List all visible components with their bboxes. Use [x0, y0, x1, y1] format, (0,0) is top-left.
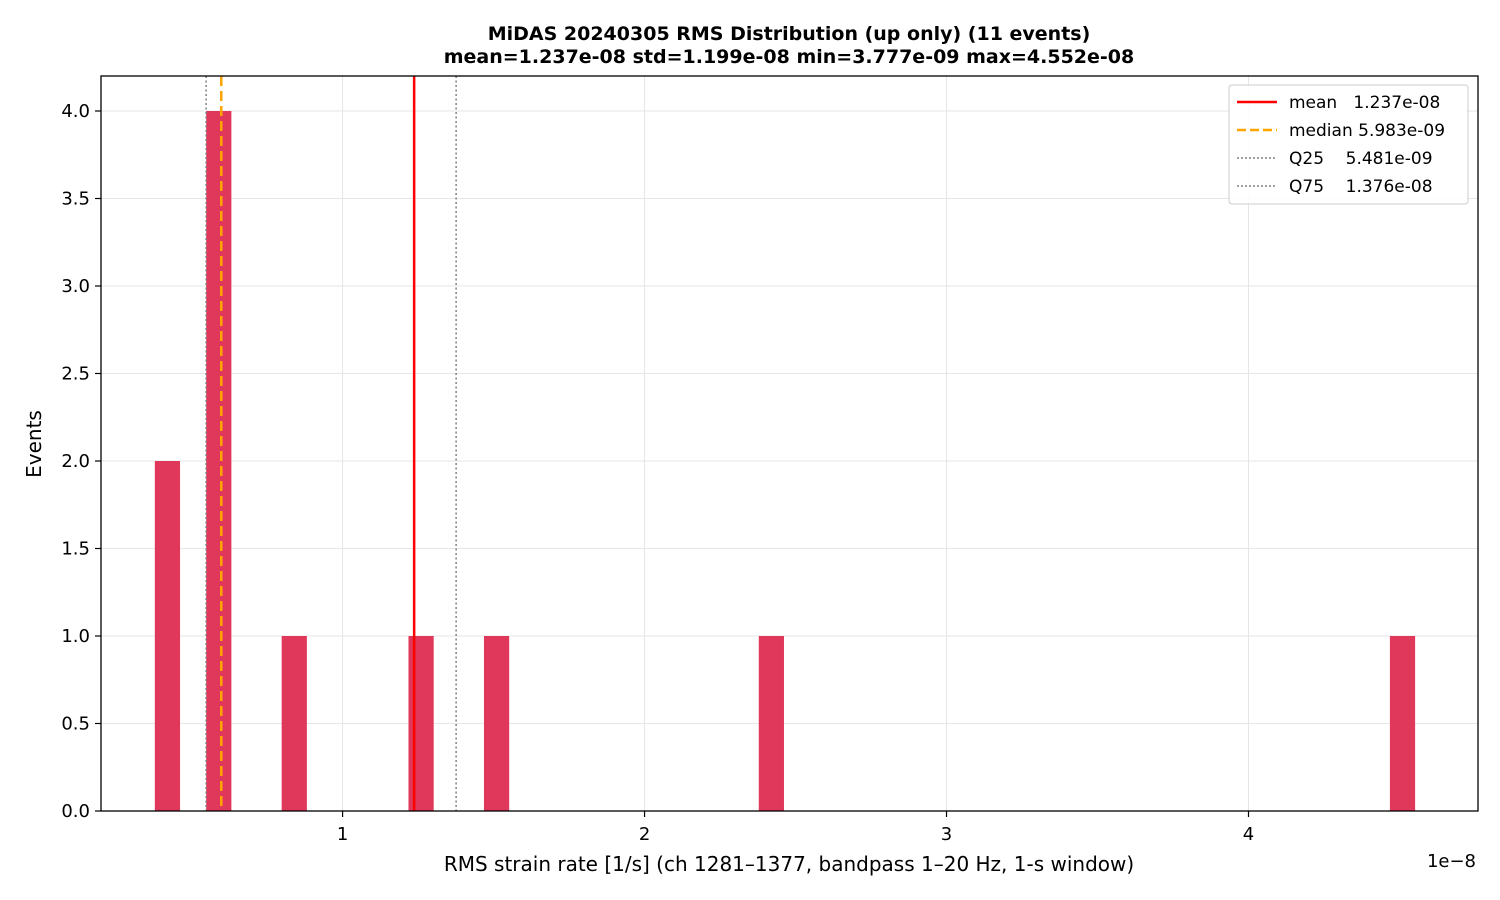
y-tick-label: 0.5: [61, 714, 90, 735]
histogram-bar: [154, 461, 181, 811]
legend-entry-q75: Q75 1.376e-08: [1289, 177, 1433, 197]
x-axis-label: RMS strain rate [1/s] (ch 1281–1377, ban…: [444, 852, 1134, 876]
chart-title: MiDAS 20240305 RMS Distribution (up only…: [488, 23, 1091, 45]
x-axis-offset-label: 1e−8: [1427, 851, 1476, 872]
y-tick-label: 1.5: [61, 539, 90, 560]
legend-entry-q25: Q25 5.481e-09: [1289, 149, 1433, 169]
legend-box: [1228, 84, 1469, 205]
y-tick-label: 0.0: [61, 801, 90, 822]
y-tick-label: 4.0: [61, 101, 90, 122]
y-tick-label: 2.0: [61, 451, 90, 472]
x-axis-ticks: 1 2 3 4: [337, 811, 1254, 845]
legend-entry-median: median 5.983e-09: [1289, 121, 1445, 141]
y-tick-label: 2.5: [61, 364, 90, 385]
y-tick-label: 3.0: [61, 276, 90, 297]
reference-lines: [205, 76, 457, 811]
x-tick-label: 1: [337, 824, 348, 845]
histogram-bar: [758, 636, 784, 811]
x-tick-label: 2: [639, 824, 650, 845]
y-tick-label: 3.5: [61, 189, 90, 210]
y-axis-ticks: 0.0 0.5 1.0 1.5 2.0 2.5 3.0 3.5 4.0: [61, 101, 101, 822]
y-tick-label: 1.0: [61, 626, 90, 647]
histogram-bar: [281, 636, 307, 811]
y-axis-label: Events: [22, 410, 46, 478]
histogram-bar: [1389, 636, 1416, 811]
histogram-bar: [408, 636, 434, 811]
grid-lines: [101, 76, 1478, 812]
chart-subtitle: mean=1.237e-08 std=1.199e-08 min=3.777e-…: [444, 46, 1135, 68]
legend-entry-mean: mean 1.237e-08: [1289, 93, 1440, 113]
x-tick-label: 4: [1243, 824, 1254, 845]
plot-frame: [100, 75, 1479, 812]
histogram-bar: [483, 636, 510, 811]
histogram-bar: [206, 111, 232, 811]
legend: mean 1.237e-08 median 5.983e-09 Q25 5.48…: [1228, 84, 1469, 205]
x-tick-label: 3: [941, 824, 952, 845]
histogram-bars: [154, 111, 1416, 811]
